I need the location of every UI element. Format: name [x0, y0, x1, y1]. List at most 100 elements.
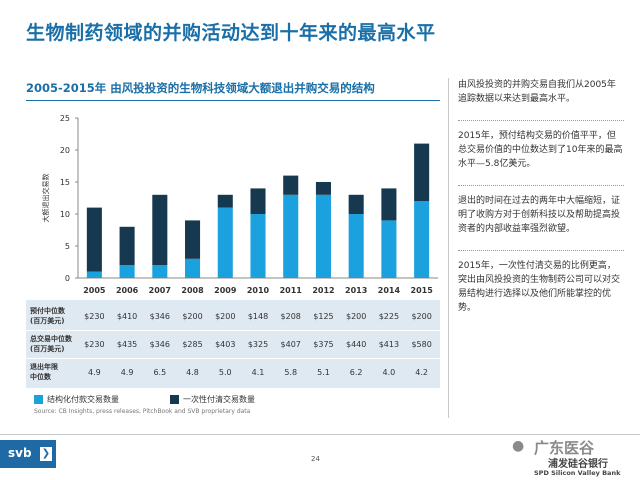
- chevron-right-icon: ❯: [40, 447, 52, 461]
- legend-label-lump: 一次性付清交易数量: [183, 395, 255, 404]
- table-cell: 4.9: [120, 368, 134, 377]
- table-row-label: 预付中位数 (百万美元): [30, 306, 100, 326]
- note-divider: [458, 185, 624, 186]
- note-3: 退出的时间在过去的两年中大幅缩短，证明了收购方对于创新科技以及帮助提高投资者的内…: [458, 196, 621, 234]
- bar-structured: [348, 214, 364, 278]
- table-cell: 5.1: [317, 368, 330, 377]
- bar-structured: [381, 220, 397, 278]
- bar-lump: [217, 194, 233, 208]
- notes-panel: 由风投投资的并购交易自我们从2005年追踪数据以来达到最高水平。 2015年，预…: [448, 78, 624, 418]
- table-cell: $413: [378, 340, 400, 349]
- chart-legend: 结构化付款交易数量 一次性付清交易数量: [26, 394, 440, 408]
- svb-logo-text: svb: [8, 446, 32, 460]
- legend-label-structured: 结构化付款交易数量: [47, 395, 119, 404]
- table-cell: $285: [182, 340, 203, 349]
- table-cell: $148: [247, 312, 269, 321]
- note-2: 2015年，预付结构交易的价值平平，但总交易价值的中位数达到了10年来的最高水平…: [458, 131, 623, 169]
- watermark-text: 广东医谷: [534, 439, 595, 457]
- stats-table: 预付中位数 (百万美元) $230 $410 $346 $200 $200 $148 $208 $…: [26, 300, 440, 388]
- table-row-label: 总交易中位数 (百万美元): [30, 334, 100, 354]
- bar-lump: [315, 182, 331, 195]
- table-cell: $403: [215, 340, 236, 349]
- legend-swatch-lump: [170, 395, 179, 404]
- table-row-label-main: 退出年限: [30, 363, 58, 371]
- bar-structured: [414, 201, 430, 278]
- table-cell: $200: [345, 312, 367, 321]
- footer-divider: [0, 434, 640, 435]
- table-cell: 5.0: [218, 368, 232, 377]
- table-cell: $346: [149, 340, 170, 349]
- y-tick-label: 20: [60, 146, 70, 155]
- table-cell: $200: [411, 312, 432, 321]
- bar-lump: [185, 220, 201, 259]
- bar-structured: [315, 194, 331, 278]
- svb-logo: svb ❯: [0, 440, 56, 468]
- table-row-label: 退出年限 中位数: [30, 362, 100, 382]
- table-cell: $200: [215, 312, 236, 321]
- legend-item-lump: 一次性付清交易数量: [170, 394, 255, 405]
- table-cell: $225: [378, 312, 400, 321]
- table-cell: 4.2: [415, 368, 428, 377]
- note-1: 由风投投资的并购交易自我们从2005年追踪数据以来达到最高水平。: [458, 80, 616, 104]
- bar-lump: [152, 194, 168, 266]
- table-cell: 4.8: [186, 368, 199, 377]
- table-cell: $325: [247, 340, 269, 349]
- x-tick-label: 2014: [378, 286, 401, 295]
- bar-structured: [250, 214, 266, 278]
- wechat-icon: ●: [512, 438, 525, 454]
- table-row: 退出年限 中位数 4.9 4.9 6.5 4.8 5.0 4.1 5.8 5.1 6.2 4.0 4.2: [26, 360, 440, 386]
- bar-structured: [217, 207, 233, 278]
- table-row-label-main: 预付中位数: [30, 307, 65, 315]
- table-cell: $230: [84, 340, 105, 349]
- bar-structured: [185, 258, 201, 278]
- bar-lump: [250, 188, 266, 214]
- table-cell: $410: [116, 312, 138, 321]
- y-tick-label: 25: [60, 114, 70, 123]
- table-cell: $580: [411, 340, 432, 349]
- table-cell: 4.0: [382, 368, 396, 377]
- legend-swatch-structured: [34, 395, 43, 404]
- slide-title: 生物制药领域的并购活动达到十年来的最高水平: [26, 22, 436, 44]
- x-tick-label: 2013: [345, 286, 367, 295]
- table-row-divider: [26, 330, 440, 331]
- bank-name-en: SPD Silicon Valley Bank: [534, 469, 621, 477]
- y-tick-label: 10: [60, 210, 70, 219]
- note-divider: [458, 120, 624, 121]
- y-tick-label: 15: [60, 178, 70, 187]
- table-cell: $230: [84, 312, 105, 321]
- y-tick-label: 5: [65, 242, 70, 251]
- table-row-label-sub: 中位数: [30, 373, 51, 381]
- table-cell: $125: [313, 312, 334, 321]
- x-tick-label: 2011: [280, 286, 303, 295]
- x-tick-label: 2012: [312, 286, 334, 295]
- x-tick-label: 2006: [116, 286, 139, 295]
- table-row-divider: [26, 358, 440, 359]
- table-cell: $435: [116, 340, 138, 349]
- table-row-label-sub: (百万美元): [30, 345, 65, 353]
- table-row: 总交易中位数 (百万美元) $230 $435 $346 $285 $403 $325 $407…: [26, 332, 440, 358]
- x-tick-label: 2007: [149, 286, 171, 295]
- page-number: 24: [311, 455, 320, 463]
- y-axis-label: 大额退出交易数: [41, 174, 50, 223]
- bar-structured: [283, 194, 299, 278]
- source-note: Source: CB Insights, press releases, Pit…: [34, 408, 251, 415]
- bar-lump: [119, 226, 135, 266]
- x-tick-label: 2005: [83, 286, 106, 295]
- table-row: 预付中位数 (百万美元) $230 $410 $346 $200 $200 $148 $208 $…: [26, 304, 440, 330]
- note-divider: [458, 250, 624, 251]
- table-cell: $375: [313, 340, 334, 349]
- bar-structured: [152, 265, 168, 278]
- bar-structured: [119, 265, 135, 278]
- table-cell: 6.5: [153, 368, 167, 377]
- x-tick-label: 2008: [181, 286, 204, 295]
- note-4: 2015年，一次性付清交易的比例更高，突出由风投投资的生物制药公司可以对交易结构…: [458, 261, 621, 313]
- x-tick-label: 2010: [247, 286, 270, 295]
- table-cell: 4.1: [251, 368, 265, 377]
- x-tick-label: 2015: [411, 286, 434, 295]
- x-tick-label: 2009: [214, 286, 237, 295]
- table-cell: $200: [182, 312, 203, 321]
- chart-header: 2005-2015年 由风投投资的生物科技领域大额退出并购交易的结构: [26, 80, 440, 101]
- bar-lump: [86, 207, 102, 272]
- legend-item-structured: 结构化付款交易数量: [34, 394, 119, 405]
- y-tick-label: 0: [65, 274, 70, 283]
